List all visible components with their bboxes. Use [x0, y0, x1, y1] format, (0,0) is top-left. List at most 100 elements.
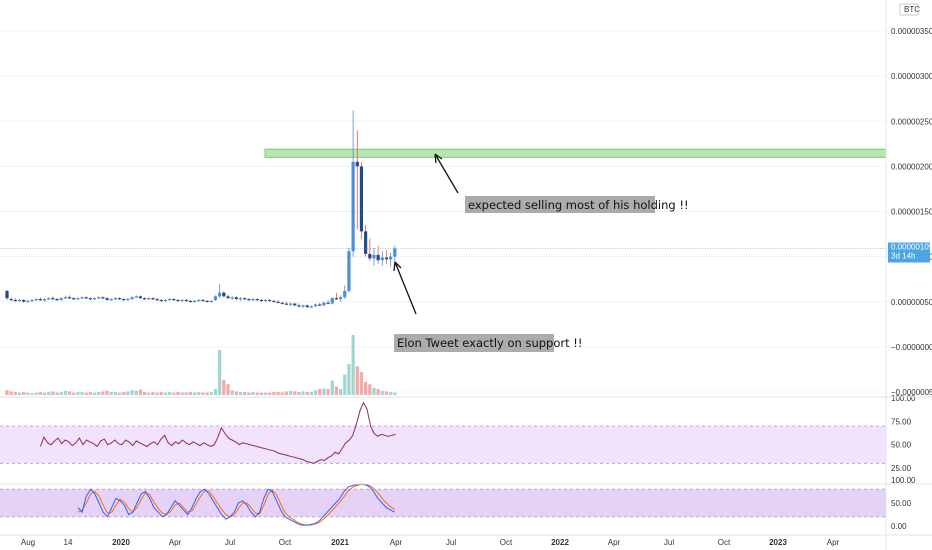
time-axis[interactable]: Aug 14 2020 Apr Jul Oct 2021 Apr Jul Oct 2022 Apr Ju…	[21, 538, 840, 547]
annotation-elon: Elon Tweet exactly on support !!	[393, 261, 583, 352]
volume-bar	[55, 392, 59, 395]
volume-bar	[280, 392, 284, 395]
annotation-selling: expected selling most of his holding !!	[434, 153, 689, 213]
candle-body	[26, 300, 30, 303]
candle-body	[359, 166, 364, 232]
candle-body	[34, 299, 38, 301]
candle-body	[122, 299, 126, 301]
time-tick-label: Apr	[827, 538, 840, 547]
price-tick-label: −0.00000000	[891, 343, 932, 352]
candle-body	[76, 298, 80, 300]
candle-body	[339, 297, 343, 300]
rsi-tick-label: 75.00	[891, 417, 912, 426]
volume-bar	[222, 380, 226, 395]
candle-body	[280, 302, 284, 304]
price-tick-label: 0.00000200	[891, 162, 932, 171]
volume-bar	[247, 392, 251, 395]
time-tick-label: 2021	[331, 538, 349, 547]
price-tick-label: −0.00000050	[891, 388, 932, 397]
volume-bar	[143, 392, 147, 395]
volume-bar	[272, 392, 276, 395]
volume-bar	[243, 392, 247, 395]
candle-body	[247, 299, 251, 301]
volume-bar	[172, 392, 176, 395]
volume-bar	[34, 392, 38, 395]
annotation-selling-box	[465, 196, 655, 213]
volume-bar	[276, 392, 280, 395]
candle-body	[364, 231, 368, 254]
volume-bar	[301, 391, 305, 395]
volume-bar	[359, 372, 364, 395]
volume-bar	[188, 392, 193, 395]
time-tick-label: Apr	[169, 538, 182, 547]
current-price-countdown: 3d 14h	[891, 252, 915, 261]
volume-bar	[134, 390, 138, 395]
rsi-line	[39, 401, 396, 464]
candle-body	[30, 299, 34, 302]
stoch-tick-label: 50.00	[891, 499, 912, 508]
volume-bar	[288, 390, 293, 395]
candle-body	[226, 296, 230, 299]
volume-bar	[330, 380, 334, 395]
volume-bar	[343, 374, 347, 395]
volume-bar	[26, 392, 30, 395]
volume-bar	[213, 389, 218, 395]
volume-bar	[63, 390, 67, 395]
volume-bar	[147, 392, 151, 395]
annotation-elon-text: Elon Tweet exactly on support !!	[397, 336, 583, 350]
candle-body	[384, 257, 389, 260]
volume-bar	[389, 392, 393, 395]
volume-bar	[117, 392, 122, 395]
candle-body	[117, 298, 122, 300]
candle-body	[268, 299, 272, 302]
stoch-tick-label: 0.00	[891, 522, 907, 531]
volume-bar	[155, 392, 159, 395]
volume-bar	[17, 392, 22, 395]
rsi-tick-label: 25.00	[891, 464, 912, 473]
candle-body	[393, 248, 397, 257]
rsi-band	[0, 426, 886, 464]
volume-bar	[59, 392, 63, 395]
volume-bar	[126, 391, 130, 395]
annotation-elon-box	[394, 334, 554, 352]
candle-body	[163, 299, 168, 302]
candle-body	[88, 298, 92, 300]
current-price-tag: 0.00000109 3d 14h	[888, 242, 932, 263]
rsi-tick-label: 100.00	[891, 394, 916, 403]
candle-body	[255, 299, 259, 301]
candle-body	[355, 161, 359, 167]
price-tick-label: 0.00000150	[891, 208, 932, 217]
volume-bar	[218, 350, 222, 395]
rsi-tick-label: 50.00	[891, 441, 912, 450]
candle-body	[284, 303, 288, 305]
volume-bar	[347, 363, 351, 395]
candle-body	[389, 256, 393, 260]
rsi-panel: 100.00 75.00 50.00 25.00	[0, 394, 916, 473]
annotation-selling-arrow	[434, 153, 459, 194]
annotation-selling-text: expected selling most of his holding !!	[468, 198, 689, 212]
annotation-elon-arrowhead	[393, 261, 402, 272]
candle-body	[47, 298, 51, 300]
candle-body	[330, 298, 334, 304]
candle-body	[297, 305, 301, 307]
candle-body	[9, 299, 13, 301]
candle-body	[22, 299, 26, 302]
candle-body	[105, 298, 109, 300]
volume-bar	[259, 392, 263, 395]
time-tick-label: Apr	[608, 538, 621, 547]
volume-bar	[76, 392, 80, 395]
volume-layer	[5, 335, 397, 395]
candle-body	[343, 290, 347, 298]
volume-bar	[393, 392, 397, 395]
candle-body	[13, 299, 17, 302]
annotations-layer: expected selling most of his holding !! E…	[393, 153, 689, 352]
candle-body	[263, 299, 268, 302]
volume-bar	[97, 392, 101, 395]
volume-bar	[372, 387, 376, 395]
currency-label-box	[899, 3, 919, 16]
candle-body	[230, 297, 234, 299]
candle-body	[72, 298, 76, 300]
volume-bar	[268, 392, 272, 395]
